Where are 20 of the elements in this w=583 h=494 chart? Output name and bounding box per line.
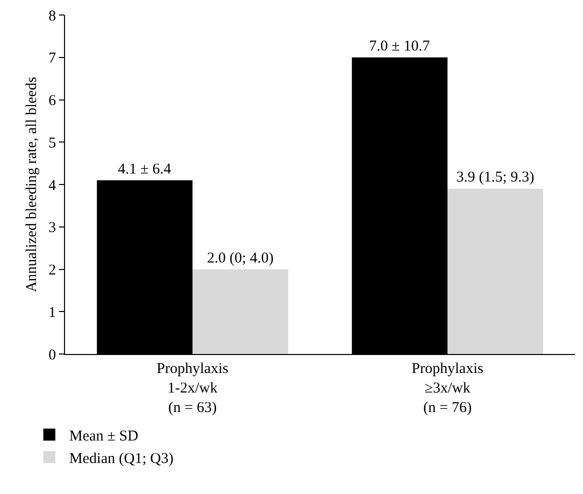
- x-tick-label: Prophylaxis 1-2x/wk (n = 63): [156, 361, 228, 416]
- y-tick-label: 1: [48, 304, 56, 321]
- data-label: 2.0 (0; 4.0): [206, 250, 274, 266]
- legend-label: Median (Q1; Q3): [69, 451, 174, 468]
- y-tick-label: 0: [48, 347, 56, 364]
- y-tick-label: 3: [48, 220, 56, 236]
- y-tick-label: 7: [48, 50, 56, 67]
- y-tick-label: 5: [48, 135, 56, 152]
- y-tick-label: 4: [48, 178, 56, 194]
- data-label: 7.0 ± 10.7: [369, 38, 430, 54]
- y-tick-label: 8: [48, 8, 56, 24]
- data-label: 4.1 ± 6.4: [118, 161, 172, 178]
- y-tick-label: 6: [48, 93, 56, 109]
- legend-label: Mean ± SD: [69, 428, 139, 445]
- bar: [448, 188, 544, 354]
- bar: [192, 269, 288, 354]
- y-tick-label: 2: [48, 262, 56, 278]
- data-label: 3.9 (1.5; 9.3): [456, 170, 534, 186]
- y-axis-title: Annualized bleeding rate, all bleeds: [24, 76, 40, 292]
- x-tick-label: Prophylaxis ≥3x/wk (n = 76): [412, 361, 484, 416]
